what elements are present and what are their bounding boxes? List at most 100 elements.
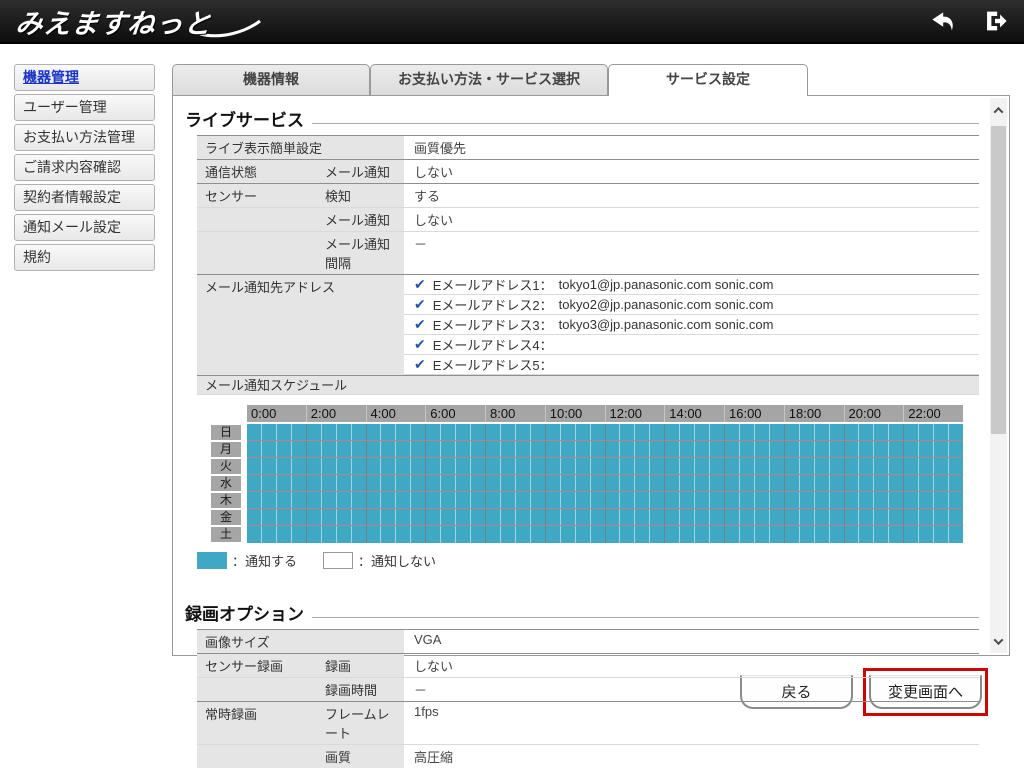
schedule-cell [934,526,950,543]
schedule-cell [844,509,860,525]
schedule-cell [739,441,755,457]
schedule-cell [486,526,501,543]
time-tick: 8:00 [485,405,545,422]
change-screen-button[interactable]: 変更画面へ [869,675,982,709]
back-icon[interactable] [928,8,954,34]
schedule-cell [859,526,875,543]
row-value: しない [414,165,454,180]
schedule-cell [665,492,681,508]
schedule-cell [889,492,905,508]
schedule-grid: 日月火水木金土 [197,424,979,543]
schedule-cell [859,509,875,525]
schedule-cell [725,526,740,543]
schedule-cell [829,526,845,543]
schedule-cell [784,424,800,440]
row-sublabel: フレームレート [321,702,404,744]
schedule-cell [351,458,367,474]
schedule-cell [665,441,681,457]
schedule-cell [739,458,755,474]
live-service-table: ライブ表示簡単設定 画質優先 通信状態 メール通知 しない センサー 検知 する メール通知 しな… [197,135,979,375]
row-value: しない [414,213,454,228]
service-settings-panel: ライブサービス ライブ表示簡単設定 画質優先 通信状態 メール通知 しない センサー 検知す… [172,95,1010,768]
schedule-cell [276,526,292,543]
sidebar-item[interactable]: お支払い方法管理 [14,124,155,151]
schedule-cell [441,475,457,491]
schedule-cell [560,441,576,457]
schedule-cell [874,458,890,474]
legend-off-label: ：通知しない [358,554,437,569]
schedule-cell [949,526,963,543]
schedule-cell [321,509,337,525]
schedule-cell [530,492,546,508]
schedule-cell [635,526,651,543]
back-button[interactable]: 戻る [740,675,853,709]
schedule-cell [874,509,890,525]
schedule-cell [590,441,606,457]
row-label: センサー録画 [197,654,321,677]
schedule-cell [500,458,516,474]
schedule-cell [456,424,472,440]
schedule-cell [500,509,516,525]
schedule-cell [799,509,815,525]
logout-icon[interactable] [982,8,1008,34]
legend-off-swatch [323,552,354,569]
scroll-thumb[interactable] [991,126,1006,434]
schedule-cell [336,492,352,508]
schedule-cell [276,424,292,440]
schedule-cell [904,475,920,491]
schedule-cell [590,475,606,491]
time-tick: 6:00 [425,405,485,422]
schedule-cell [426,526,442,543]
tab[interactable]: サービス設定 [608,64,808,96]
schedule-cell [829,441,845,457]
schedule-cell [396,424,412,440]
schedule-cell [784,509,800,525]
schedule-cell [381,458,397,474]
schedule-cell [754,424,770,440]
schedule-cell [784,475,800,491]
schedule-cell [919,458,935,474]
schedule-cell [500,475,516,491]
scrollbar[interactable] [990,98,1007,653]
schedule-cell [426,475,442,491]
email-group-row: メール通知先アドレス ✔ Eメールアドレス1： tokyo1@jp.panasonic… [197,274,979,375]
schedule-cell [605,441,621,457]
schedule-cell [321,441,337,457]
schedule-cell [739,509,755,525]
logo-swoosh [199,19,261,37]
sidebar-item[interactable]: 規約 [14,244,155,271]
table-row: メール通知間隔 － [197,231,979,274]
scroll-up-button[interactable] [990,100,1007,120]
schedule-cell [784,492,800,508]
schedule-cell [919,526,935,543]
sidebar-item[interactable]: ご請求内容確認 [14,154,155,181]
schedule-cell [366,441,382,457]
sidebar-item[interactable]: 契約者情報設定 [14,184,155,211]
schedule-cell [769,492,785,508]
time-tick: 2:00 [305,405,366,422]
schedule-cell [545,424,561,440]
table-row: 通信状態 メール通知 しない [197,159,979,183]
schedule-cell [366,526,382,543]
schedule-cell [934,509,950,525]
schedule-cell [471,458,486,474]
sidebar-item[interactable]: 通知メール設定 [14,214,155,241]
schedule-cell [575,492,591,508]
tab[interactable]: お支払い方法・サービス選択 [370,64,608,95]
schedule-cell [754,458,770,474]
schedule-cell [500,441,516,457]
schedule-cell [680,526,696,543]
scroll-down-button[interactable] [990,631,1007,651]
sidebar-item[interactable]: 機器管理 [14,64,155,91]
schedule-cell [545,492,561,508]
day-cells [247,492,963,509]
sidebar-item[interactable]: ユーザー管理 [14,94,155,121]
time-tick: 14:00 [664,405,724,422]
schedule-day-row: 日 [197,424,979,441]
recording-options-title: 録画オプション [185,600,979,625]
schedule-cell [874,526,890,543]
tab[interactable]: 機器情報 [172,64,370,95]
schedule-cell [934,475,950,491]
schedule-cell [471,492,486,508]
schedule-cell [919,492,935,508]
